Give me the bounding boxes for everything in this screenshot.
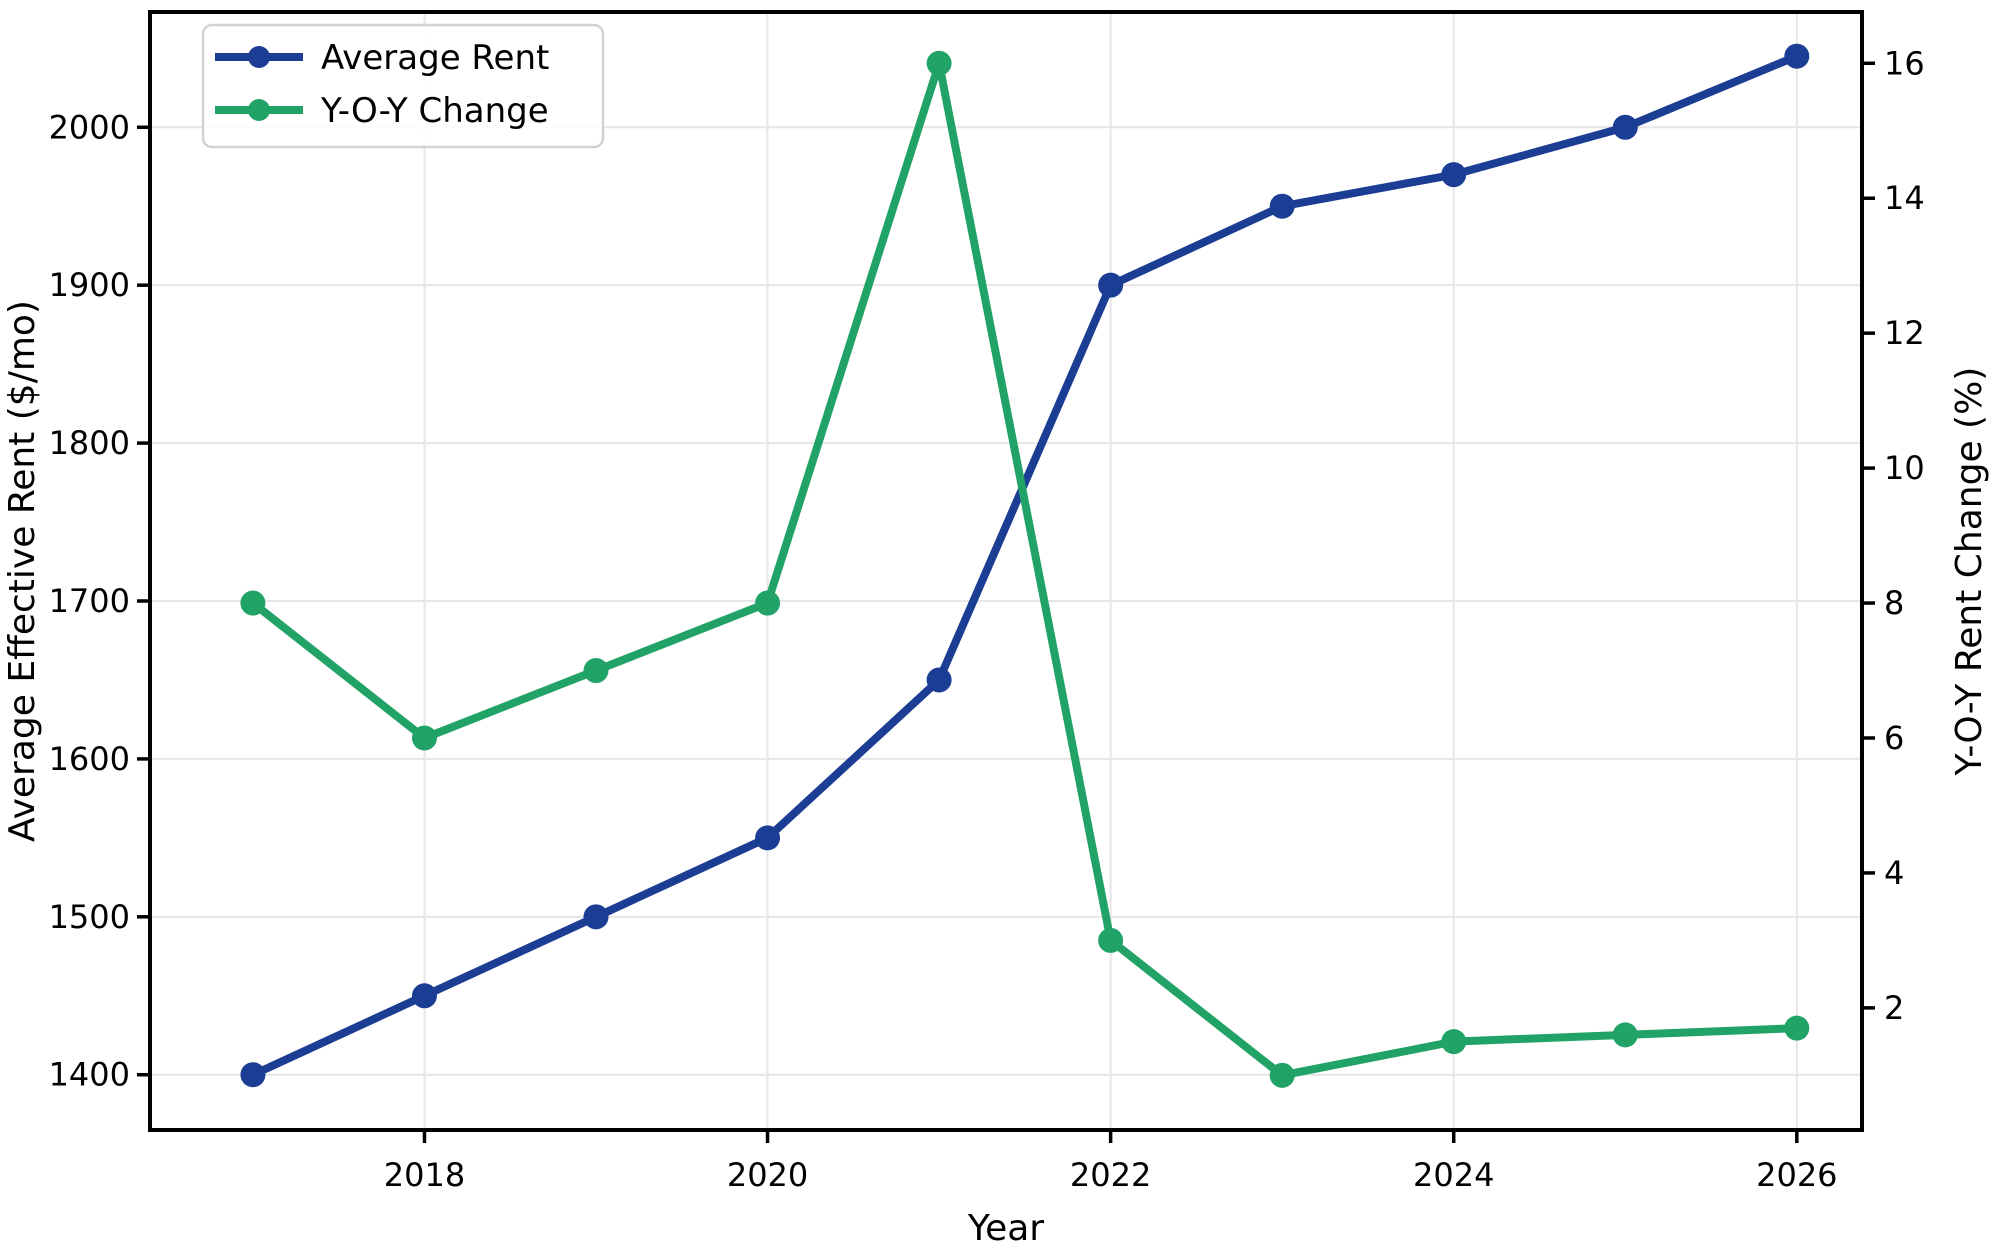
data-point-marker bbox=[1441, 1029, 1467, 1055]
data-point-marker bbox=[1612, 1022, 1638, 1048]
x-axis-tick-label: 2020 bbox=[727, 1156, 808, 1194]
legend-marker-average-rent bbox=[248, 46, 270, 68]
left-y-axis-tick-label: 1400 bbox=[49, 1056, 130, 1094]
data-point-marker bbox=[411, 725, 437, 751]
series-layer bbox=[240, 43, 1810, 1088]
legend-marker-yoy-change bbox=[248, 99, 270, 121]
data-point-marker bbox=[755, 590, 781, 616]
data-point-marker bbox=[1098, 272, 1124, 298]
data-point-marker bbox=[1441, 162, 1467, 188]
left-y-axis-tick-label: 1600 bbox=[49, 740, 130, 778]
right-y-axis-tick-label: 16 bbox=[1884, 44, 1925, 82]
data-point-marker bbox=[926, 50, 952, 76]
data-point-marker bbox=[1269, 193, 1295, 219]
right-y-axis-tick-label: 6 bbox=[1884, 719, 1904, 757]
data-point-marker bbox=[1784, 43, 1810, 69]
x-axis-tick-label: 2018 bbox=[384, 1156, 465, 1194]
data-point-marker bbox=[755, 825, 781, 851]
x-axis-tick-label: 2024 bbox=[1413, 1156, 1494, 1194]
data-point-marker bbox=[583, 904, 609, 930]
legend-label-average-rent: Average Rent bbox=[321, 38, 549, 78]
legend-item-average-rent: Average Rent bbox=[215, 38, 549, 78]
legend: Average Rent Y-O-Y Change bbox=[201, 23, 605, 149]
left-y-axis-tick-label: 2000 bbox=[49, 108, 130, 146]
data-point-marker bbox=[240, 590, 266, 616]
data-point-marker bbox=[926, 667, 952, 693]
series-average-rent bbox=[240, 43, 1810, 1088]
series-line bbox=[248, 52, 1801, 1079]
data-point-marker bbox=[1269, 1062, 1295, 1088]
data-point-marker bbox=[240, 1062, 266, 1088]
left-y-axis-title: Average Effective Rent ($/mo) bbox=[2, 300, 43, 842]
left-y-axis-tick-label: 1900 bbox=[49, 266, 130, 304]
series-line bbox=[248, 59, 1801, 1080]
right-y-axis-tick-label: 4 bbox=[1884, 854, 1904, 892]
data-point-marker bbox=[1784, 1015, 1810, 1041]
right-y-axis-tick-label: 14 bbox=[1884, 179, 1925, 217]
right-y-axis-title: Y-O-Y Rent Change (%) bbox=[1949, 367, 1990, 777]
right-y-axis-tick-label: 2 bbox=[1884, 989, 1904, 1027]
left-y-axis-tick-label: 1700 bbox=[49, 582, 130, 620]
x-axis-tick-label: 2022 bbox=[1070, 1156, 1151, 1194]
tick-layer: 2018 2020 2022 2024 2026 1400 1500 1600 1700 1800… bbox=[49, 44, 1925, 1194]
right-y-axis-tick-label: 12 bbox=[1884, 314, 1925, 352]
right-y-axis-tick-label: 10 bbox=[1884, 449, 1925, 487]
plot-border bbox=[148, 10, 1864, 1132]
right-y-axis-tick-label: 8 bbox=[1884, 584, 1904, 622]
legend-label-yoy-change: Y-O-Y Change bbox=[320, 91, 549, 131]
legend-item-yoy-change: Y-O-Y Change bbox=[215, 91, 549, 131]
data-point-marker bbox=[411, 983, 437, 1009]
data-point-marker bbox=[583, 658, 609, 684]
data-point-marker bbox=[1612, 114, 1638, 140]
series-y-o-y-change bbox=[240, 50, 1810, 1088]
data-point-marker bbox=[1098, 927, 1124, 953]
grid-layer bbox=[150, 12, 1862, 1130]
x-axis-tick-label: 2026 bbox=[1756, 1156, 1837, 1194]
left-y-axis-tick-label: 1800 bbox=[49, 424, 130, 462]
left-y-axis-tick-label: 1500 bbox=[49, 898, 130, 936]
x-axis-title: Year bbox=[967, 1208, 1044, 1249]
